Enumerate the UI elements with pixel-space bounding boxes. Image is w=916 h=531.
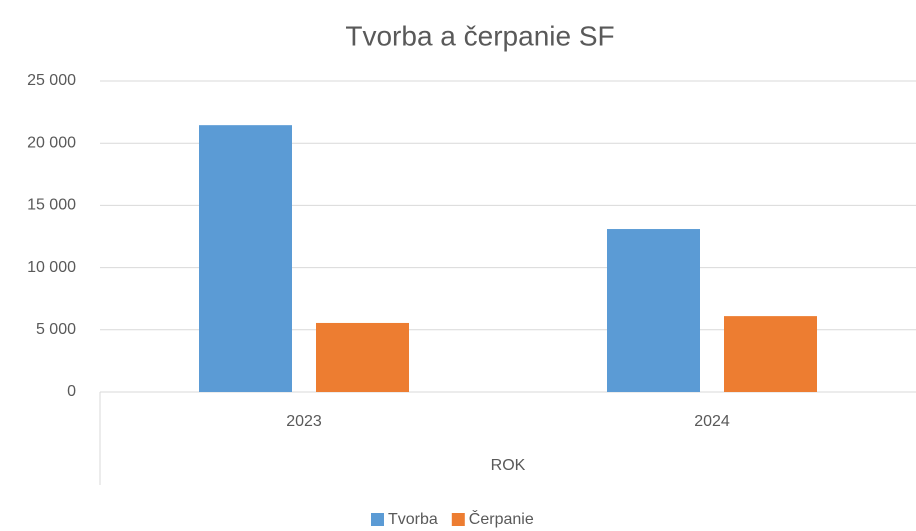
y-tick-label: 10 000 <box>27 259 76 276</box>
legend-label: Tvorba <box>388 511 438 528</box>
bar <box>724 316 817 392</box>
y-tick-label: 0 <box>67 383 76 400</box>
legend-swatch <box>451 513 465 526</box>
bar <box>316 322 409 392</box>
chart-title: Tvorba a čerpanie SF <box>345 20 614 51</box>
legend-swatch <box>371 513 384 526</box>
bar <box>199 125 292 393</box>
bar <box>607 229 700 392</box>
x-tick-label: 2023 <box>286 413 322 430</box>
x-tick-label: 2024 <box>694 413 730 430</box>
legend-label: Čerpanie <box>469 509 534 528</box>
x-axis-label: ROK <box>491 457 526 474</box>
y-tick-label: 15 000 <box>27 197 76 214</box>
y-tick-label: 25 000 <box>27 72 76 89</box>
y-tick-label: 5 000 <box>36 321 76 338</box>
y-tick-label: 20 000 <box>27 134 76 151</box>
